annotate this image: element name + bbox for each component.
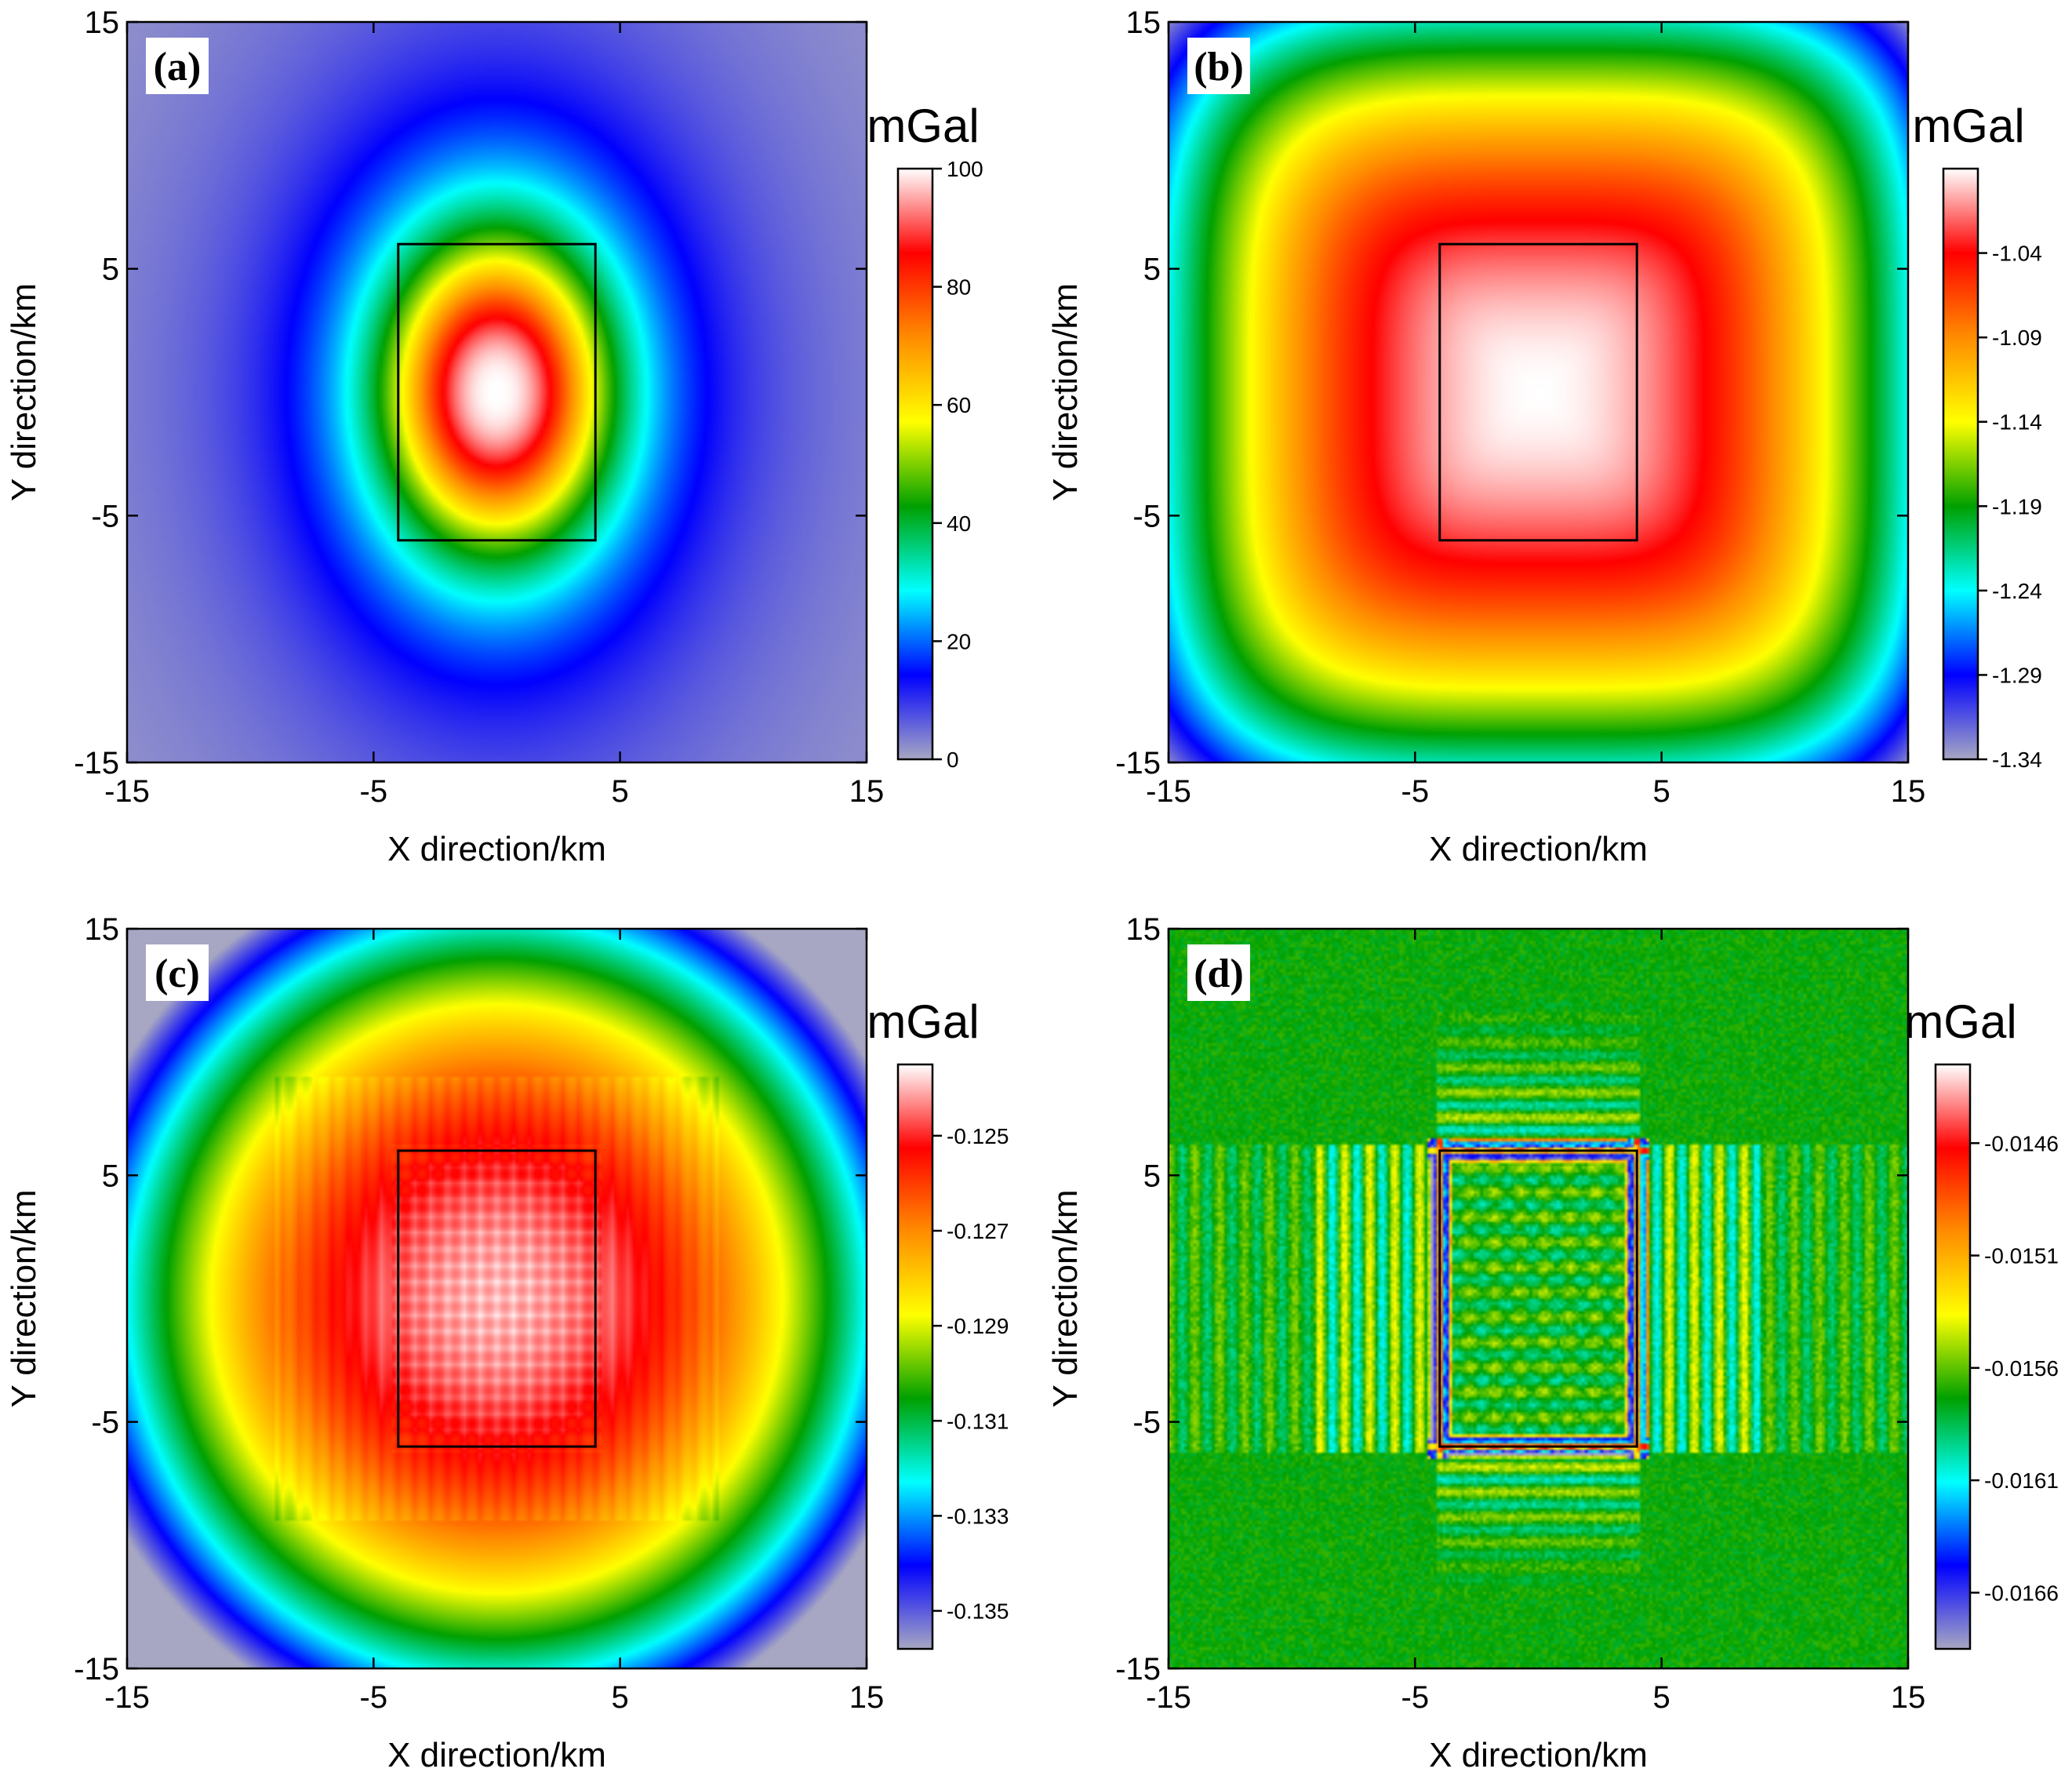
- plot-frame: [125, 927, 868, 1670]
- x-axis-label: X direction/km: [387, 1736, 606, 1774]
- y-tick-label: 5: [1143, 253, 1161, 287]
- y-tick-label: 5: [102, 253, 119, 287]
- plot-frame: [125, 20, 868, 764]
- colorbar-tick-label: -1.29: [1992, 663, 2042, 687]
- x-tick-label: -5: [360, 1680, 388, 1715]
- x-tick-label: -15: [1146, 1680, 1191, 1715]
- heatmap-image: [1169, 929, 1908, 1668]
- colorbar-tick-label: -0.133: [947, 1504, 1009, 1528]
- y-tick-label: 15: [85, 912, 120, 947]
- colorbar-tick-label: -1.09: [1992, 326, 2042, 350]
- x-tick-label: -15: [104, 1680, 150, 1715]
- colorbar-tick-label: 40: [947, 511, 971, 536]
- panel-tag: (c): [154, 952, 200, 996]
- colorbar-unit: mGal: [867, 995, 979, 1048]
- x-tick-label: 15: [1891, 774, 1926, 809]
- y-axis-label: Y direction/km: [1046, 283, 1085, 501]
- heatmap-image: [1169, 22, 1908, 762]
- panel-tag-box: [1187, 38, 1250, 94]
- colorbar-tick-label: -1.04: [1992, 242, 2042, 266]
- y-tick-label: -5: [1132, 1406, 1161, 1440]
- colorbar: [1942, 167, 1979, 761]
- y-tick-label: 15: [1126, 5, 1161, 40]
- y-axis-label: Y direction/km: [1046, 1190, 1085, 1408]
- colorbar-tick-label: 100: [947, 157, 983, 181]
- colorbar: [896, 167, 934, 761]
- colorbar-tick-label: 60: [947, 393, 971, 417]
- colorbar-tick-label: 20: [947, 629, 971, 653]
- y-tick-label: -5: [91, 1406, 119, 1440]
- y-tick-label: -15: [74, 1652, 119, 1687]
- colorbar-unit: mGal: [867, 100, 979, 152]
- x-tick-label: 15: [849, 774, 885, 809]
- colorbar-tick-label: -0.0161: [1984, 1468, 2059, 1493]
- panel-2: -15 -5 5 15 15 5 -5 -15 X direction/km Y directio…: [5, 912, 1009, 1774]
- panel-tag: (b): [1194, 45, 1244, 89]
- colorbar-tick-label: -1.19: [1992, 494, 2042, 519]
- y-axis-label: Y direction/km: [5, 1190, 43, 1408]
- panel-0: -15 -5 5 15 15 5 -5 -15 X direction/km Y directio…: [5, 5, 983, 868]
- x-tick-label: 15: [849, 1680, 885, 1715]
- y-tick-label: 5: [102, 1159, 119, 1193]
- colorbar-tick-label: -1.34: [1992, 748, 2042, 772]
- y-tick-label: 5: [1143, 1159, 1161, 1193]
- plot-frame: [1167, 20, 1910, 764]
- colorbar-tick-label: -1.14: [1992, 410, 2042, 435]
- x-tick-label: 5: [612, 1680, 629, 1715]
- panel-1: -15 -5 5 15 15 5 -5 -15 X direction/km Y directio…: [1046, 5, 2042, 868]
- source-outline: [397, 242, 597, 542]
- colorbar-tick-label: 80: [947, 275, 971, 300]
- y-tick-label: -15: [1115, 746, 1161, 781]
- y-tick-label: -5: [91, 499, 119, 533]
- y-tick-label: 15: [85, 5, 120, 40]
- x-tick-label: 15: [1891, 1680, 1926, 1715]
- x-tick-label: 5: [1653, 1680, 1670, 1715]
- x-tick-label: 5: [1653, 774, 1670, 809]
- colorbar: [896, 1063, 934, 1650]
- colorbar-tick-label: -0.135: [947, 1599, 1009, 1624]
- colorbar-unit: mGal: [1904, 995, 2016, 1048]
- panel-tag-box: [1187, 944, 1250, 1001]
- panel-tag-box: [146, 38, 209, 94]
- panel-tag: (a): [154, 45, 202, 89]
- source-outline: [1438, 242, 1638, 542]
- source-outline: [397, 1149, 597, 1448]
- x-axis-label: X direction/km: [1429, 830, 1648, 868]
- x-axis-label: X direction/km: [1429, 1736, 1648, 1774]
- colorbar-unit: mGal: [1912, 100, 2024, 152]
- y-tick-label: -15: [1115, 1652, 1161, 1687]
- y-axis-label: Y direction/km: [5, 283, 43, 501]
- colorbar-tick-label: -0.125: [947, 1124, 1009, 1148]
- x-tick-label: 5: [612, 774, 629, 809]
- panel-tag: (d): [1194, 952, 1244, 996]
- colorbar-tick-label: -0.131: [947, 1409, 1009, 1433]
- y-tick-label: -5: [1132, 499, 1161, 533]
- colorbar-tick-label: -0.0156: [1984, 1356, 2059, 1381]
- panel-3: -15 -5 5 15 15 5 -5 -15 X direction/km Y directio…: [1046, 912, 2059, 1774]
- colorbar-tick-label: -0.0151: [1984, 1244, 2059, 1268]
- colorbar-tick-label: 0: [947, 748, 959, 772]
- source-outline: [1438, 1149, 1638, 1448]
- colorbar-tick-label: -0.0166: [1984, 1581, 2059, 1605]
- x-tick-label: -5: [1401, 1680, 1430, 1715]
- heatmap-image: [127, 929, 867, 1668]
- colorbar-tick-label: -1.24: [1992, 579, 2042, 603]
- x-tick-label: -5: [1401, 774, 1430, 809]
- colorbar-tick-label: -0.127: [947, 1219, 1009, 1243]
- colorbar-tick-label: -0.0146: [1984, 1131, 2059, 1155]
- plot-frame: [1167, 927, 1910, 1670]
- panel-tag-box: [146, 944, 209, 1001]
- x-tick-label: -15: [104, 774, 150, 809]
- x-tick-label: -5: [360, 774, 388, 809]
- x-tick-label: -15: [1146, 774, 1191, 809]
- y-tick-label: -15: [74, 746, 119, 781]
- colorbar: [1934, 1063, 1972, 1650]
- heatmap-image: [127, 22, 867, 762]
- x-axis-label: X direction/km: [387, 830, 606, 868]
- y-tick-label: 15: [1126, 912, 1161, 947]
- colorbar-tick-label: -0.129: [947, 1314, 1009, 1338]
